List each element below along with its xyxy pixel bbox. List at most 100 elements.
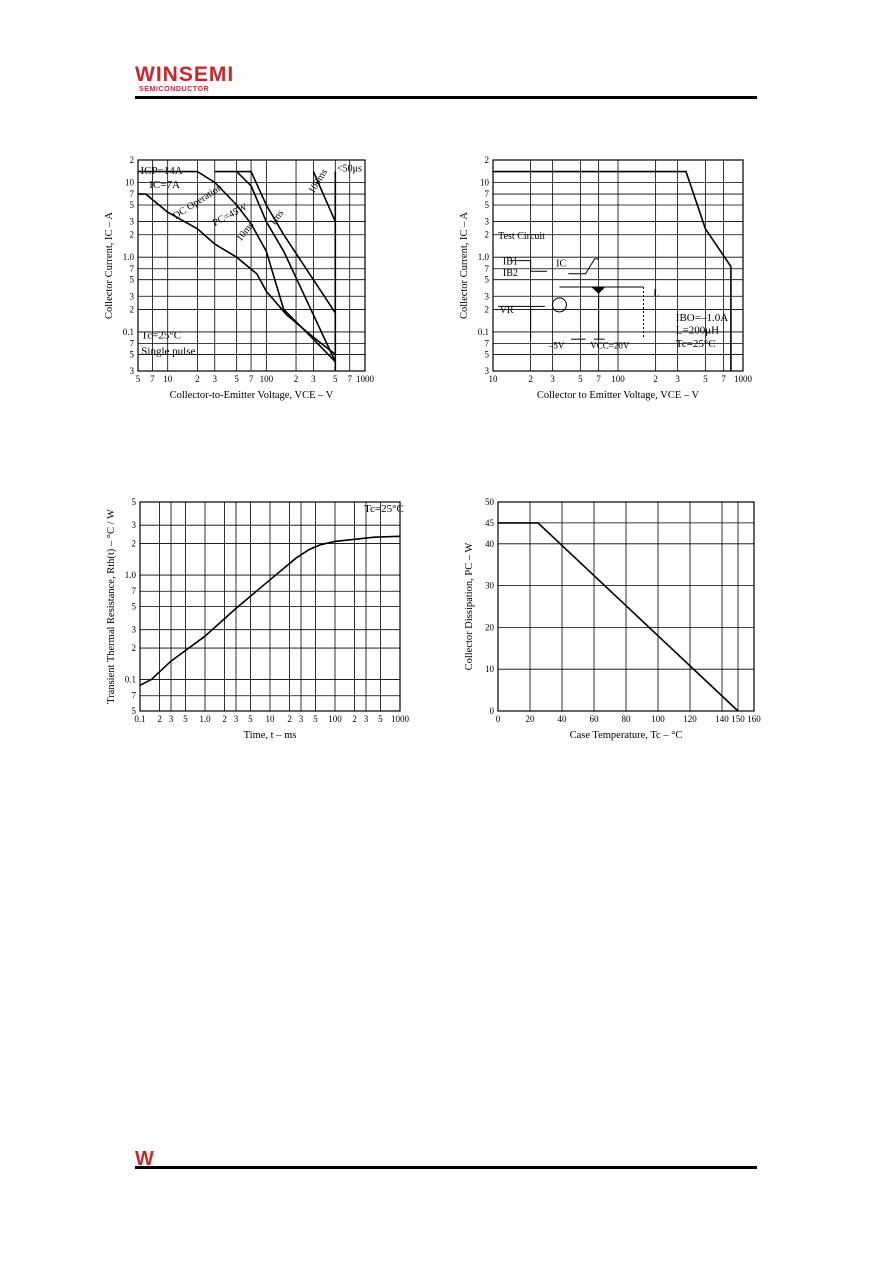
- chart-annotation: 10ms: [234, 220, 256, 244]
- x-tick-label: 3: [675, 374, 680, 384]
- chart-annotation: –5V: [548, 341, 565, 351]
- x-tick-label: 2: [222, 714, 227, 724]
- footer-rule: [135, 1166, 757, 1169]
- y-tick-label: 5: [130, 200, 135, 210]
- chart-annotation: Tc=25°C: [676, 338, 716, 350]
- x-tick-label: 1.0: [199, 714, 211, 724]
- reverse-bias-soa-chart: 10 2 3 5 7 100 2 3 5 7 10003570.123571.02357102Tes…: [459, 155, 753, 401]
- y-tick-label: 7: [132, 586, 137, 596]
- chart-annotation: IB1: [503, 256, 518, 267]
- chart-annotation: VR: [500, 305, 514, 316]
- y-tick-label: 7: [485, 339, 490, 349]
- x-tick-label: 5: [578, 374, 583, 384]
- y-tick-label: 5: [132, 602, 137, 612]
- x-tick-label: 7: [150, 374, 155, 384]
- y-tick-label: 2: [485, 230, 490, 240]
- y-tick-label: 0: [490, 706, 495, 716]
- y-tick-label: 1.0: [125, 570, 137, 580]
- x-tick-label: 5: [183, 714, 188, 724]
- logo-wordmark: WINSEMI: [135, 63, 235, 86]
- x-tick-label: 3: [234, 714, 239, 724]
- chart-annotation: L=200μH: [676, 325, 719, 337]
- x-tick-label: 2: [195, 374, 200, 384]
- x-tick-label: 3: [550, 374, 555, 384]
- x-tick-label: 5: [333, 374, 338, 384]
- y-tick-label: 5: [485, 275, 490, 285]
- x-axis-label: Collector to Emitter Voltage, VCE – V: [537, 390, 700, 401]
- x-tick-label: 140: [715, 714, 729, 724]
- y-tick-label: 40: [485, 539, 495, 549]
- chart-annotation: Test Circuit: [498, 231, 545, 242]
- y-axis-label: Collector Current, IC – A: [104, 212, 115, 319]
- x-tick-label: 100: [260, 374, 274, 384]
- y-tick-label: 0.1: [478, 327, 489, 337]
- y-tick-label: 2: [130, 304, 135, 314]
- x-tick-label: 2: [287, 714, 292, 724]
- y-tick-label: 2: [132, 539, 137, 549]
- y-tick-label: 2: [130, 155, 135, 165]
- power-derating-chart: 0 20 40 60 80 100 120 140 150 160 0 10 20 30 40 45 50 Cas…: [464, 497, 761, 741]
- y-tick-label: 3: [485, 366, 490, 376]
- test-circuit-schematic: [498, 258, 645, 340]
- chart-annotation: Tc=25°C: [364, 503, 404, 515]
- y-tick-label: 10: [125, 177, 135, 187]
- series-line-0: [498, 522, 739, 712]
- chart-annotation: 100ms: [307, 167, 331, 196]
- y-tick-label: 5: [132, 497, 137, 507]
- y-tick-label: 5: [485, 200, 490, 210]
- y-tick-label: 7: [132, 691, 137, 701]
- y-tick-label: 7: [130, 264, 135, 274]
- chart-annotation: ICP=14A: [140, 165, 182, 177]
- y-tick-label: 2: [485, 304, 490, 314]
- y-axis-label: Collector Dissipation, PC – W: [464, 542, 475, 670]
- x-axis-label: Collector-to-Emitter Voltage, VCE – V: [170, 390, 334, 401]
- x-tick-label: 3: [169, 714, 174, 724]
- x-tick-label: 3: [299, 714, 304, 724]
- x-tick-label: 7: [596, 374, 601, 384]
- plot-frame: [492, 159, 744, 372]
- chart-annotation: IC=7A: [149, 179, 180, 191]
- x-tick-label: 3: [213, 374, 218, 384]
- chart-annotation: L: [653, 288, 659, 299]
- x-tick-label: 7: [347, 374, 352, 384]
- y-tick-label: 30: [485, 581, 495, 591]
- x-tick-label: 100: [651, 714, 665, 724]
- chart-annotation: <50μs: [337, 164, 362, 175]
- y-tick-label: 7: [130, 339, 135, 349]
- x-tick-label: 5: [378, 714, 383, 724]
- y-tick-label: 7: [485, 189, 490, 199]
- y-tick-label: 7: [130, 189, 135, 199]
- y-tick-label: 3: [130, 217, 135, 227]
- x-tick-label: 7: [249, 374, 254, 384]
- series-line-4: [312, 171, 337, 222]
- y-tick-label: 1.0: [123, 252, 135, 262]
- x-tick-label: 120: [683, 714, 697, 724]
- x-tick-label: 2: [653, 374, 658, 384]
- header-rule: [135, 96, 757, 99]
- y-tick-label: 2: [485, 155, 490, 165]
- y-tick-label: 20: [485, 622, 495, 632]
- y-tick-label: 10: [480, 177, 490, 187]
- y-tick-label: 5: [130, 275, 135, 285]
- y-tick-label: 7: [485, 264, 490, 274]
- diode-symbol: [590, 286, 606, 294]
- company-logo: WINSEMI SEMICONDUCTOR: [135, 63, 235, 94]
- y-tick-label: 0.1: [123, 327, 134, 337]
- chart-annotation: IC: [556, 259, 566, 270]
- x-tick-label: 10: [489, 374, 499, 384]
- y-axis-label: Collector Current, IC – A: [459, 212, 470, 319]
- x-tick-label: 5: [136, 374, 141, 384]
- x-tick-label: 0.1: [134, 714, 145, 724]
- x-tick-label: 3: [364, 714, 369, 724]
- y-tick-label: 0.1: [125, 675, 136, 685]
- y-tick-label: 3: [132, 625, 137, 635]
- transient-thermal-resistance-chart: 0.1 2 3 5 1.0 2 3 5 10 2 3 5 100 2 3 5 1000570.123571.02…: [106, 497, 410, 741]
- y-tick-label: 2: [130, 230, 135, 240]
- x-axis-label: Case Temperature, Tc – °C: [570, 730, 683, 741]
- x-tick-label: 80: [622, 714, 632, 724]
- chart-annotation: IBO=–1.0A: [676, 312, 728, 324]
- y-tick-label: 50: [485, 497, 495, 507]
- x-tick-label: 1000: [356, 374, 375, 384]
- y-tick-label: 3: [130, 366, 135, 376]
- chart-annotation: Single pulse: [141, 345, 195, 357]
